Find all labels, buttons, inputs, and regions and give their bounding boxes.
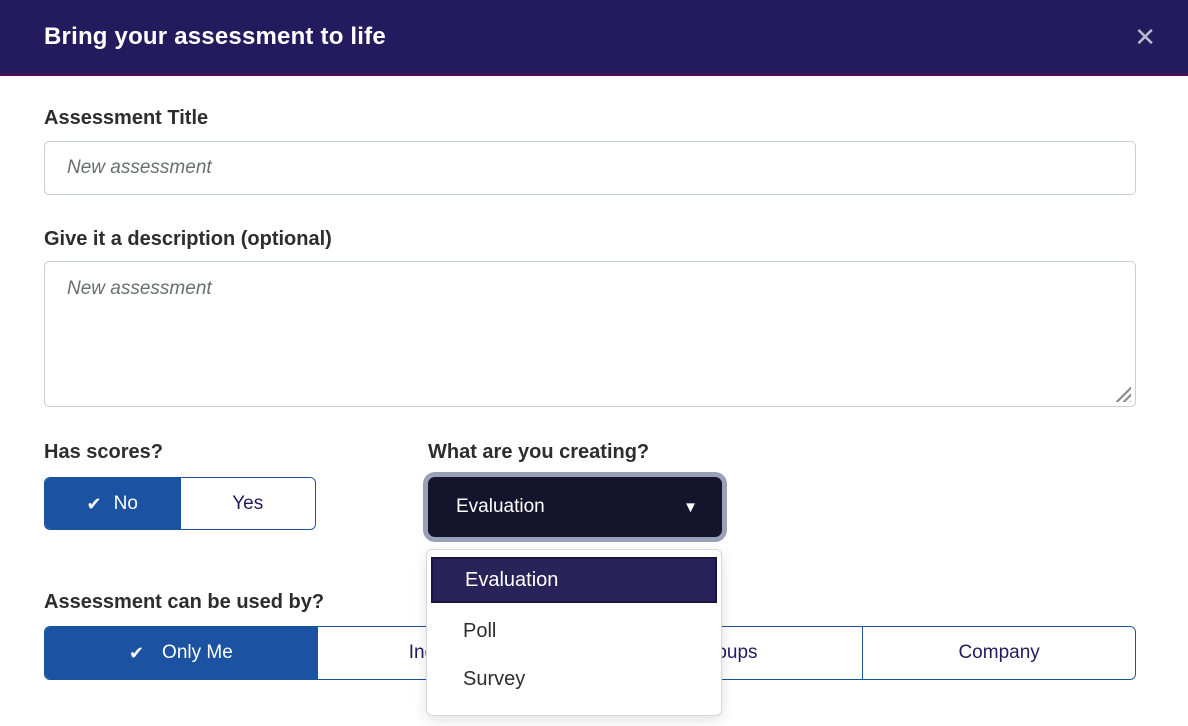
description-textarea-wrap [44,261,1136,407]
assessment-title-input[interactable] [44,141,1136,195]
assessment-title-label: Assessment Title [44,107,209,129]
check-icon: ✔ [128,643,145,663]
creating-selected-value: Evaluation [456,496,545,517]
has-scores-section: Has scores? ✔ No Yes [44,441,316,537]
used-by-only-me-label: Only Me [162,642,233,663]
creating-select[interactable]: Evaluation ▼ [428,477,722,537]
description-textarea[interactable] [44,261,1136,407]
dropdown-option-evaluation[interactable]: Evaluation [431,557,717,603]
caret-down-icon: ▼ [683,498,698,516]
has-scores-no-label: No [113,492,138,514]
modal-title: Bring your assessment to life [44,22,386,50]
creating-dropdown: Evaluation Poll Survey [426,549,722,716]
description-label: Give it a description (optional) [44,228,332,250]
used-by-only-me-button[interactable]: ✔ Only Me [45,627,317,679]
creating-select-wrap: Evaluation ▼ Evaluation Poll Survey [426,477,722,716]
has-scores-label: Has scores? [44,441,163,463]
dropdown-option-poll[interactable]: Poll [427,607,721,655]
has-scores-yes-button[interactable]: Yes [179,478,315,529]
close-icon: ✕ [1134,21,1156,52]
dropdown-option-survey[interactable]: Survey [427,655,721,703]
used-by-label: Assessment can be used by? [44,591,325,613]
used-by-company-button[interactable]: Company [862,627,1135,679]
controls-row: Has scores? ✔ No Yes What are you creati… [44,441,1136,716]
check-icon: ✔ [86,493,102,514]
creating-label: What are you creating? [428,441,650,463]
creating-section: What are you creating? Evaluation ▼ Eval… [426,441,722,716]
has-scores-no-button[interactable]: ✔ No [45,478,180,529]
close-button[interactable]: ✕ [1130,20,1160,54]
modal-header: Bring your assessment to life ✕ [0,0,1188,76]
used-by-company-label: Company [958,642,1040,663]
has-scores-toggle: ✔ No Yes [44,477,316,530]
has-scores-yes-label: Yes [232,492,264,514]
modal-body: Assessment Title Give it a description (… [0,107,1188,716]
